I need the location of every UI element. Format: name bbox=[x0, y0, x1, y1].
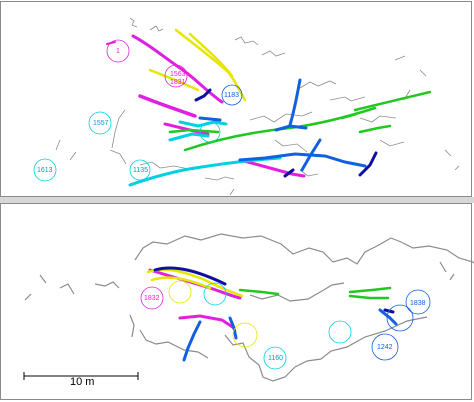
track-label: 1613 bbox=[37, 167, 53, 174]
bottom-green-tracks bbox=[238, 286, 392, 300]
scale-bar bbox=[23, 372, 139, 380]
bottom-map-panel bbox=[0, 203, 472, 400]
top-blue-tracks bbox=[198, 78, 367, 172]
top-yellow-tracks bbox=[148, 28, 247, 102]
track-label: 1 bbox=[116, 48, 120, 55]
track-label: 1831 bbox=[170, 79, 186, 86]
top-walls bbox=[55, 17, 460, 196]
top-magenta-tracks bbox=[106, 34, 306, 178]
top-navy-tracks bbox=[194, 88, 378, 178]
track-label: 1242 bbox=[377, 344, 393, 351]
top-green-tracks bbox=[168, 90, 432, 152]
track-label: 1135 bbox=[133, 167, 148, 174]
scale-bar-label: 10 m bbox=[70, 376, 95, 388]
track-label: 1563 bbox=[170, 71, 186, 78]
bottom-labels: 1832 1838 1242 1160 bbox=[144, 295, 426, 362]
panel-divider bbox=[0, 197, 474, 203]
track-label: 1832 bbox=[144, 295, 160, 302]
top-map-panel bbox=[0, 1, 472, 197]
bottom-circles bbox=[140, 280, 431, 370]
track-label: 1557 bbox=[93, 120, 109, 127]
bottom-walls bbox=[24, 233, 474, 382]
track-label: 1838 bbox=[410, 300, 426, 307]
top-circles bbox=[33, 39, 243, 182]
top-labels: 1 1563 1831 1557 1613 1135 1183 bbox=[37, 48, 239, 174]
track-label: 1183 bbox=[224, 92, 239, 99]
track-label: 1160 bbox=[268, 355, 283, 362]
bottom-blue-tracks bbox=[182, 308, 398, 362]
